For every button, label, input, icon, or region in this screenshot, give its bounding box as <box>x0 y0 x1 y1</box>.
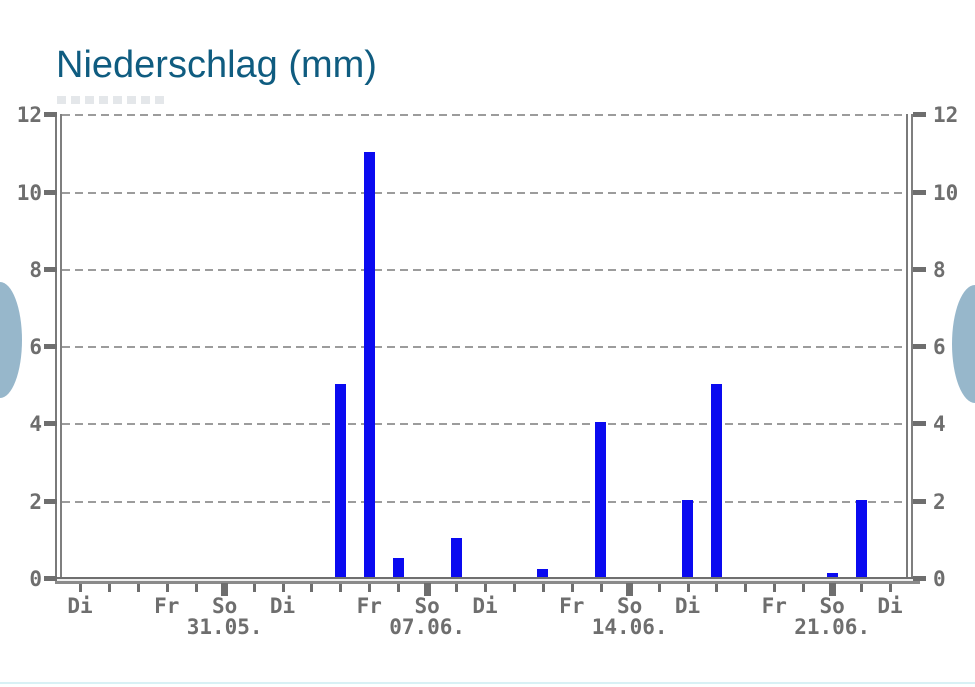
y-axis-label-left: 0 <box>29 567 42 591</box>
y-tick-left-10 <box>44 189 57 195</box>
y-gridline-6 <box>62 346 906 349</box>
weekday-label: Di <box>472 594 498 618</box>
weekday-label: Di <box>67 594 93 618</box>
y-axis-label-left: 8 <box>29 257 42 282</box>
y-tick-left-6 <box>44 344 57 350</box>
precip-bar <box>363 151 375 577</box>
weekday-label: So <box>211 594 238 618</box>
y-axis-label-left: 4 <box>29 412 42 437</box>
x-tick-day <box>455 584 459 592</box>
x-tick-day <box>79 584 82 592</box>
x-tick-day <box>165 584 169 592</box>
y-tick-right-0 <box>913 576 926 581</box>
y-tick-right-10 <box>913 189 926 195</box>
x-tick-day <box>339 584 343 592</box>
y-gridline-4 <box>62 423 906 426</box>
scroll-next-button[interactable] <box>952 285 975 403</box>
y-axis-label-right: 0 <box>933 567 946 591</box>
y-tick-left-0 <box>44 576 57 581</box>
weekday-label: Di <box>269 594 296 618</box>
y-axis-left <box>55 114 62 583</box>
x-tick-day <box>889 584 893 592</box>
x-tick-day <box>715 584 719 592</box>
x-tick-day <box>194 584 198 592</box>
weekday-label: Fr <box>356 594 382 618</box>
y-axis-label-right: 8 <box>933 257 946 282</box>
clipped-watermark-fragment <box>57 96 169 104</box>
date-label: 21.06. <box>794 615 871 639</box>
weekday-label: Di <box>877 594 903 618</box>
x-tick-day <box>773 584 777 592</box>
y-axis-label-left: 2 <box>29 489 42 514</box>
y-axis-label-right: 10 <box>933 180 959 205</box>
y-axis-right <box>906 114 913 583</box>
weekday-label: So <box>819 594 845 618</box>
y-gridline-8 <box>62 268 906 271</box>
x-tick-day <box>397 584 401 592</box>
x-tick-sunday <box>828 583 836 596</box>
precip-bar <box>450 538 462 577</box>
x-tick-day <box>512 584 516 592</box>
y-gridline-2 <box>62 500 906 503</box>
precip-bar <box>392 557 404 577</box>
x-tick-day <box>281 584 285 592</box>
x-tick-sunday <box>423 583 431 596</box>
x-tick-day <box>860 584 864 592</box>
y-axis-label-left: 6 <box>29 335 42 360</box>
x-tick-day <box>657 584 661 592</box>
y-tick-left-12 <box>44 112 57 118</box>
y-tick-right-12 <box>913 112 926 118</box>
y-tick-right-8 <box>913 266 926 272</box>
precip-bar <box>855 499 867 577</box>
x-tick-day <box>686 584 690 592</box>
x-tick-day <box>541 584 545 592</box>
y-tick-right-4 <box>913 421 926 427</box>
weekday-label: Fr <box>761 594 787 618</box>
precip-bar <box>826 573 838 577</box>
x-tick-day <box>252 584 256 592</box>
weekday-label: So <box>414 594 440 618</box>
x-tick-day <box>136 584 140 592</box>
x-tick-day <box>310 584 314 592</box>
weekday-label: Fr <box>559 594 585 618</box>
y-axis-label-right: 4 <box>933 412 946 437</box>
x-tick-day <box>107 584 111 592</box>
precip-bar <box>537 569 549 577</box>
y-gridline-12 <box>62 114 906 117</box>
date-label: 07.06. <box>389 615 466 639</box>
y-tick-left-4 <box>44 421 57 427</box>
weekday-label: Fr <box>154 594 180 618</box>
y-axis-label-right: 6 <box>933 335 946 360</box>
precip-bar <box>595 422 607 577</box>
x-tick-day <box>570 584 574 592</box>
y-axis-label-left: 10 <box>16 180 42 205</box>
x-tick-day <box>484 584 488 592</box>
x-tick-day <box>802 584 806 592</box>
chart-title: Niederschlag (mm) <box>56 44 377 86</box>
y-gridline-10 <box>62 191 906 194</box>
precip-bar <box>334 383 346 577</box>
y-axis-label-left: 12 <box>16 103 42 128</box>
date-label: 31.05. <box>186 615 263 639</box>
y-tick-right-6 <box>913 344 926 350</box>
y-tick-left-2 <box>44 498 57 504</box>
y-axis-label-right: 12 <box>933 103 959 128</box>
x-tick-day <box>599 584 603 592</box>
weekday-label: So <box>617 594 643 618</box>
precip-bar <box>682 499 694 577</box>
y-tick-left-8 <box>44 266 57 272</box>
x-axis-baseline <box>55 577 920 584</box>
x-tick-sunday <box>221 583 229 596</box>
x-tick-sunday <box>626 583 634 596</box>
date-label: 14.06. <box>591 615 668 639</box>
weekday-label: Di <box>674 594 701 618</box>
y-axis-label-right: 2 <box>933 489 946 514</box>
x-tick-day <box>744 584 748 592</box>
scroll-previous-button[interactable] <box>0 282 22 398</box>
x-tick-day <box>368 584 372 592</box>
y-tick-right-2 <box>913 498 926 504</box>
bottom-divider-line <box>0 682 975 684</box>
precip-bar <box>710 383 722 577</box>
